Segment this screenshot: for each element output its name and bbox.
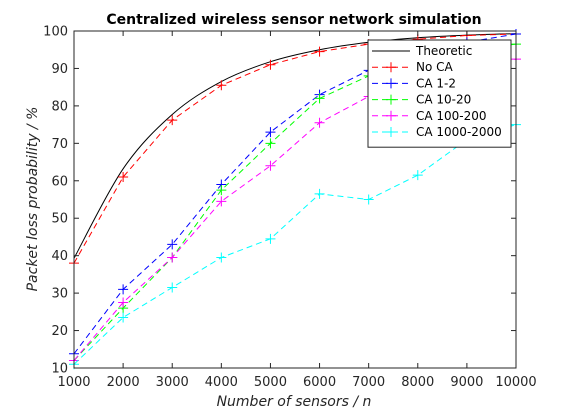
legend-marker [386, 62, 396, 73]
series-0 [73, 33, 517, 259]
data-point [265, 59, 276, 70]
data-point [167, 282, 178, 293]
legend-label: Theoretic [415, 44, 472, 58]
series-5 [69, 119, 521, 370]
data-point [216, 252, 227, 263]
y-tick-label: 100 [43, 25, 68, 40]
data-point [167, 239, 178, 250]
y-axis-label: Packet loss probability / % [25, 107, 41, 292]
data-point [216, 80, 227, 91]
x-axis-label: Number of sensors / n [217, 394, 372, 410]
legend-box [367, 39, 512, 148]
x-tick-label: 2000 [107, 375, 140, 390]
x-tick-label: 3000 [156, 375, 189, 390]
legend-entry: Theoretic [372, 44, 472, 58]
legend-entry: CA 1-2 [372, 76, 456, 90]
data-point [167, 252, 178, 263]
series-line [73, 33, 517, 264]
data-point [118, 284, 129, 295]
data-point [216, 196, 227, 207]
x-tick-label: 10000 [495, 375, 536, 390]
data-point [314, 93, 325, 104]
y-tick-label: 30 [51, 287, 68, 302]
data-point [314, 46, 325, 57]
legend-entry: CA 10-20 [372, 93, 471, 107]
y-tick-label: 80 [51, 99, 68, 114]
series-line [73, 58, 517, 361]
x-tick-label: 6000 [303, 375, 336, 390]
y-tick-label: 60 [51, 174, 68, 189]
x-tick-label: 9000 [450, 375, 483, 390]
data-point [412, 170, 423, 181]
series-line [73, 33, 517, 259]
data-point [314, 188, 325, 199]
y-tick-label: 70 [51, 137, 68, 152]
data-point [265, 138, 276, 149]
x-tick-label: 1000 [57, 375, 90, 390]
data-point [314, 117, 325, 128]
x-tick-label: 4000 [205, 375, 238, 390]
legend-label: CA 100-200 [416, 109, 487, 123]
data-point [216, 185, 227, 196]
data-point [363, 194, 374, 205]
data-point [167, 115, 178, 126]
x-tick-label: 7000 [352, 375, 385, 390]
y-tick-label: 50 [51, 212, 68, 227]
legend: Theoretic No CA CA 1-2 CA 10-20 CA 100-200 CA… [367, 39, 512, 148]
x-tick-label: 8000 [401, 375, 434, 390]
legend-marker [386, 78, 396, 89]
legend-entry: CA 1000-2000 [372, 125, 502, 139]
data-point [265, 160, 276, 171]
y-tick-label: 90 [51, 62, 68, 77]
series-line [73, 124, 517, 365]
axes-box [73, 30, 517, 369]
legend-entry: CA 100-200 [372, 109, 487, 123]
legend-label: CA 1000-2000 [416, 125, 502, 139]
chart-title: Centralized wireless sensor network simu… [106, 12, 481, 28]
legend-entry: No CA [372, 60, 454, 74]
legend-label: CA 1-2 [416, 76, 456, 90]
data-point [265, 127, 276, 138]
data-point [118, 172, 129, 183]
legend-label: CA 10-20 [416, 93, 471, 107]
legend-marker [386, 127, 396, 137]
legend-marker [386, 110, 396, 121]
legend-marker [386, 94, 396, 105]
axes: 1000 2000 3000 4000 5000 6000 7000 8000 9000 1000… [43, 25, 537, 391]
data-point [265, 233, 276, 244]
legend-label: No CA [416, 60, 454, 74]
y-tick-label: 40 [51, 249, 68, 264]
y-tick-label: 20 [51, 324, 68, 339]
data-point [118, 297, 129, 308]
data-point [118, 312, 129, 323]
y-tick-label: 10 [51, 362, 68, 377]
x-tick-label: 5000 [254, 375, 287, 390]
